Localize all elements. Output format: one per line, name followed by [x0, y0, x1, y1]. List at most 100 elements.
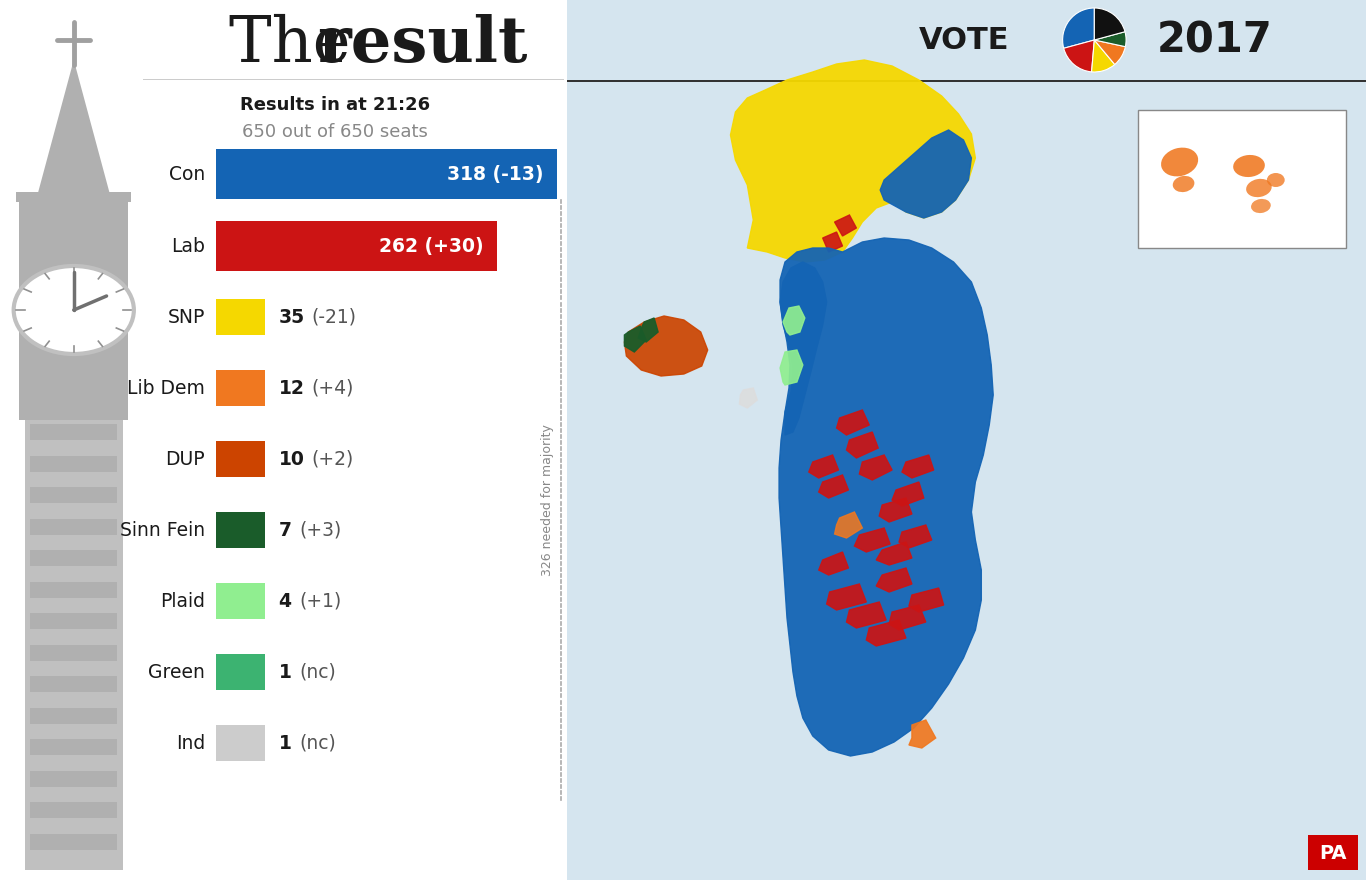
Text: result: result	[317, 13, 527, 75]
Polygon shape	[866, 620, 906, 646]
Polygon shape	[731, 60, 975, 262]
Text: Sinn Fein: Sinn Fein	[120, 520, 205, 539]
Text: 10: 10	[279, 450, 305, 468]
Polygon shape	[624, 316, 708, 376]
Polygon shape	[638, 318, 658, 342]
Polygon shape	[783, 306, 805, 335]
Bar	[30, 677, 117, 693]
Text: (-21): (-21)	[311, 307, 357, 326]
Bar	[30, 487, 117, 503]
Polygon shape	[902, 455, 934, 478]
Wedge shape	[1063, 8, 1094, 48]
Wedge shape	[1094, 8, 1126, 40]
Polygon shape	[779, 238, 993, 756]
Text: PA: PA	[1320, 844, 1347, 862]
Text: 4: 4	[279, 591, 292, 611]
Polygon shape	[739, 388, 757, 408]
Bar	[216, 583, 265, 619]
Bar	[25, 200, 123, 870]
Bar	[30, 550, 117, 566]
Polygon shape	[822, 232, 843, 252]
Polygon shape	[876, 542, 912, 565]
Text: 262 (+30): 262 (+30)	[378, 237, 484, 255]
Bar	[216, 221, 497, 271]
Text: The: The	[229, 13, 372, 75]
Text: (nc): (nc)	[299, 663, 336, 681]
Text: Ind: Ind	[176, 734, 205, 752]
Polygon shape	[889, 605, 926, 630]
Text: (+4): (+4)	[311, 378, 354, 398]
Polygon shape	[835, 512, 862, 538]
Text: Results in at 21:26: Results in at 21:26	[239, 96, 430, 114]
Polygon shape	[876, 568, 912, 592]
Bar	[216, 654, 265, 690]
Polygon shape	[908, 720, 936, 748]
Bar	[1138, 110, 1346, 248]
Polygon shape	[899, 525, 932, 548]
Wedge shape	[1064, 40, 1094, 72]
Text: 35: 35	[279, 307, 305, 326]
Ellipse shape	[1251, 199, 1270, 213]
Text: (+2): (+2)	[311, 450, 354, 468]
Text: 7: 7	[279, 520, 292, 539]
Polygon shape	[836, 410, 869, 435]
Text: DUP: DUP	[165, 450, 205, 468]
Text: (+1): (+1)	[299, 591, 342, 611]
Polygon shape	[36, 60, 112, 202]
Text: 1: 1	[279, 663, 291, 681]
Polygon shape	[826, 584, 866, 610]
Ellipse shape	[1233, 155, 1265, 177]
Ellipse shape	[1161, 148, 1198, 176]
Bar	[30, 803, 117, 818]
Polygon shape	[780, 350, 803, 385]
Wedge shape	[1091, 40, 1115, 72]
Polygon shape	[809, 455, 839, 478]
Bar	[30, 582, 117, 598]
Polygon shape	[835, 215, 856, 236]
Polygon shape	[624, 326, 646, 352]
Polygon shape	[818, 552, 848, 575]
Text: Plaid: Plaid	[160, 591, 205, 611]
Polygon shape	[847, 432, 878, 458]
Text: 12: 12	[279, 378, 305, 398]
Bar	[19, 200, 128, 420]
Text: Lab: Lab	[171, 237, 205, 255]
Bar	[30, 739, 117, 755]
Text: SNP: SNP	[168, 307, 205, 326]
Text: (+3): (+3)	[299, 520, 342, 539]
Bar	[216, 370, 265, 406]
Polygon shape	[818, 475, 848, 498]
Polygon shape	[880, 130, 971, 218]
Wedge shape	[1094, 40, 1126, 64]
Text: Con: Con	[168, 165, 205, 184]
Text: 2017: 2017	[1157, 19, 1273, 61]
Text: (nc): (nc)	[299, 734, 336, 752]
Bar	[30, 708, 117, 724]
Ellipse shape	[1266, 173, 1284, 187]
Bar	[30, 834, 117, 850]
Polygon shape	[908, 588, 944, 612]
Circle shape	[14, 266, 134, 354]
Bar	[30, 645, 117, 661]
Bar	[216, 512, 265, 548]
Polygon shape	[880, 498, 912, 522]
Polygon shape	[780, 262, 826, 435]
Bar	[1309, 835, 1358, 870]
Bar	[567, 79, 1366, 82]
Bar	[216, 725, 265, 761]
Bar	[216, 441, 265, 477]
Text: Green: Green	[148, 663, 205, 681]
Bar	[143, 78, 564, 80]
Bar	[30, 613, 117, 629]
Bar	[30, 456, 117, 472]
Polygon shape	[854, 528, 891, 552]
Polygon shape	[847, 602, 887, 628]
Bar	[30, 424, 117, 440]
Bar	[30, 771, 117, 787]
Bar	[216, 299, 265, 335]
Polygon shape	[859, 455, 892, 480]
Wedge shape	[1094, 32, 1126, 47]
Ellipse shape	[1173, 176, 1194, 192]
Text: 650 out of 650 seats: 650 out of 650 seats	[242, 123, 428, 141]
Ellipse shape	[1246, 179, 1272, 197]
